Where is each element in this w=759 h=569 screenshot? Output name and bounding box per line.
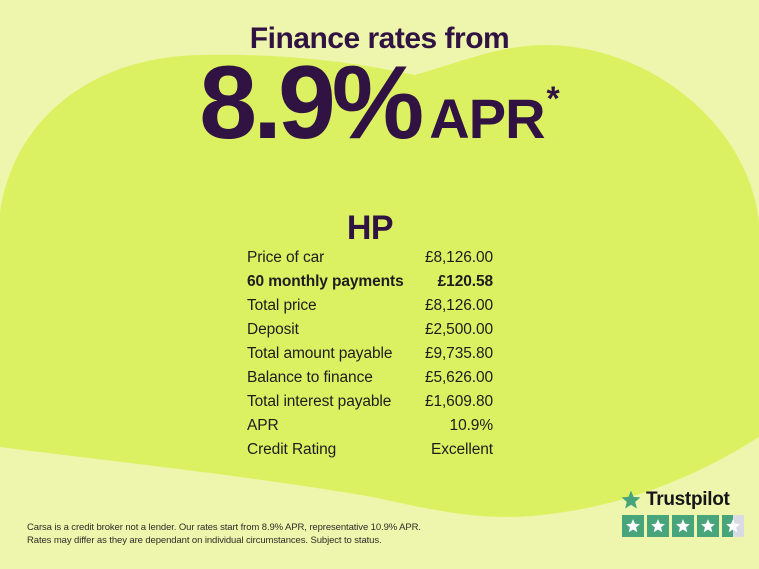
star-icon [722, 515, 744, 537]
row-label: Deposit [247, 321, 299, 338]
promo-title: Finance rates from [249, 22, 510, 55]
table-row: Total price £8,126.00 [247, 294, 493, 318]
disclaimer-line-1: Carsa is a credit broker not a lender. O… [27, 522, 421, 533]
row-value: Excellent [431, 441, 493, 458]
table-row: Price of car £8,126.00 [247, 246, 493, 270]
trustpilot-widget: Trustpilot [620, 489, 744, 537]
row-label: Total amount payable [247, 345, 393, 362]
trustpilot-stars [622, 515, 744, 537]
star-icon [622, 515, 644, 537]
row-value: £1,609.80 [424, 393, 493, 410]
table-row: Total amount payable £9,735.80 [247, 342, 493, 366]
rate-asterisk: * [546, 80, 560, 118]
row-label: Credit Rating [247, 441, 337, 458]
trustpilot-star-icon [621, 490, 641, 509]
row-label: Total price [247, 297, 317, 314]
table-row: Total interest payable £1,609.80 [247, 390, 493, 414]
table-row: Balance to finance £5,626.00 [247, 366, 493, 390]
disclaimer-line-2: Rates may differ as they are dependant o… [27, 535, 382, 546]
rate-headline: 8.9% APR* [0, 51, 759, 155]
row-label: Balance to finance [247, 369, 373, 386]
row-value: £120.58 [437, 273, 493, 290]
table-row: Credit Rating Excellent [247, 438, 493, 462]
disclaimer-text: Carsa is a credit broker not a lender. O… [27, 521, 467, 547]
row-label: Total interest payable [247, 393, 392, 410]
finance-product-title: HP [346, 209, 394, 247]
table-row: Deposit £2,500.00 [247, 318, 493, 342]
table-row: APR 10.9% [247, 414, 493, 438]
row-label: Price of car [247, 249, 325, 266]
finance-table: Price of car £8,126.00 60 monthly paymen… [247, 246, 493, 462]
rate-value: 8.9% [199, 45, 424, 161]
row-value: £2,500.00 [424, 321, 493, 338]
trustpilot-logo: Trustpilot [620, 489, 744, 511]
star-icon [647, 515, 669, 537]
star-icon [697, 515, 719, 537]
star-icon [672, 515, 694, 537]
row-value: £5,626.00 [424, 369, 493, 386]
row-value: £8,126.00 [424, 297, 493, 314]
row-value: £9,735.80 [424, 345, 493, 362]
rate-unit: APR [429, 87, 545, 150]
row-label: APR [247, 417, 279, 434]
lime-blob-shape [0, 44, 759, 517]
row-value: £8,126.00 [424, 249, 493, 266]
trustpilot-brand-name: Trustpilot [646, 489, 730, 510]
row-label: 60 monthly payments [247, 273, 404, 290]
row-value: 10.9% [449, 417, 494, 434]
table-row: 60 monthly payments £120.58 [247, 270, 493, 294]
